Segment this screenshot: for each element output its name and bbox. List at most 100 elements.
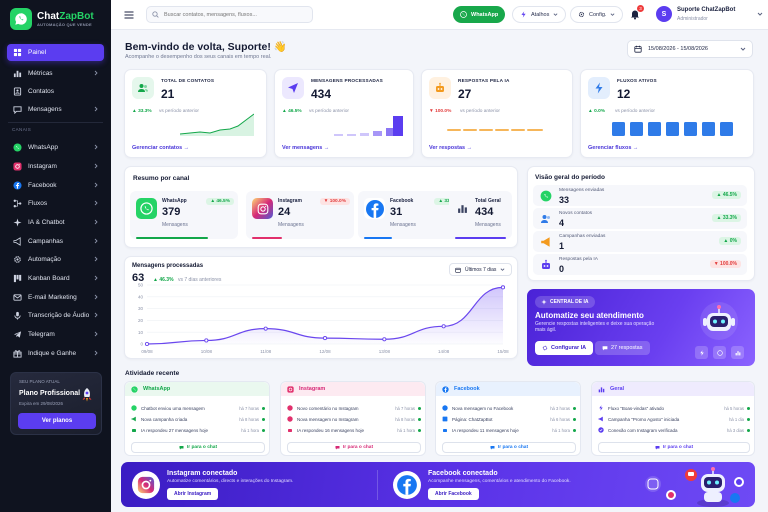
activity-text: IA respondeu 16 mensagens hoje: [297, 427, 365, 433]
activity-row: Fluxo "Boas-vindas" ativado há 5 horas: [598, 404, 750, 412]
view-messages-link[interactable]: Ver mensagens →: [282, 145, 330, 151]
sidebar-item-mensagens[interactable]: Mensagens: [7, 101, 104, 118]
status-dot: [418, 417, 421, 421]
manage-contacts-link[interactable]: Gerenciar contatos →: [132, 145, 190, 151]
sidebar-item-telegram[interactable]: Telegram: [7, 326, 104, 343]
sidebar-item-whatsapp[interactable]: WhatsApp: [7, 139, 104, 156]
chart-point[interactable]: [500, 285, 506, 290]
sidebar-item-fluxos[interactable]: Fluxos: [7, 195, 104, 212]
sidebar-item-automacao[interactable]: Automação: [7, 251, 104, 268]
chevron-down-icon: [553, 13, 558, 16]
shortcuts-button[interactable]: Atalhos: [512, 6, 567, 23]
robot-icon: [542, 259, 550, 269]
sidebar-item-label: Facebook: [28, 182, 57, 189]
chart-point[interactable]: [441, 324, 446, 329]
bell-icon[interactable]: [629, 8, 641, 20]
menu-icon[interactable]: [123, 9, 135, 21]
message-icon: [13, 105, 22, 114]
go-to-chat-button[interactable]: Ir para o chat: [598, 442, 750, 453]
config-button[interactable]: Config.: [570, 6, 624, 23]
activity-card-name: WhatsApp: [143, 386, 171, 392]
chart-point[interactable]: [204, 338, 209, 343]
microphone-icon: [13, 311, 22, 320]
chat-icon: [490, 446, 495, 450]
promo-title: Automatize seu atendimento: [535, 311, 644, 320]
activity-text: Nova mensagem no Instagram: [297, 416, 359, 422]
overview-value: 1: [559, 241, 565, 251]
search-bar[interactable]: [146, 6, 313, 23]
comment-icon: [287, 405, 293, 411]
sparkle-icon: [13, 218, 22, 227]
chart-area-fill: [147, 287, 503, 344]
megaphone-icon: [598, 416, 603, 422]
sidebar-item-instagram[interactable]: Instagram: [7, 158, 104, 175]
sidebar-item-label: Transcrição de Áudio: [28, 312, 90, 319]
status-dot: [573, 417, 576, 421]
channel-value: 31: [390, 206, 403, 218]
chart-point[interactable]: [322, 336, 328, 341]
activity-card-instagram: Instagram Novo comentário no Instagram há…: [280, 381, 426, 456]
activity-row: Chatbot enviou uma mensagem há 7 horas: [131, 404, 265, 412]
go-to-chat-button[interactable]: Ir para o chat: [287, 442, 421, 453]
channel-card-whatsapp[interactable]: WhatsApp 379 Mensagens ▲ 46.5%: [130, 191, 238, 239]
view-plans-button[interactable]: Ver planos: [18, 413, 96, 429]
sidebar-item-painel[interactable]: Painel: [7, 44, 104, 61]
sidebar-item-label: E-mail Marketing: [28, 294, 77, 301]
sidebar-item-contatos[interactable]: Contatos: [7, 83, 104, 100]
go-to-chat-label: Ir para o chat: [497, 445, 529, 450]
sidebar-item-label: Painel: [28, 49, 47, 56]
chart-range-select[interactable]: Últimos 7 dias: [449, 263, 512, 276]
sidebar-item-indique-ganhe[interactable]: Indique e Ganhe: [7, 345, 104, 362]
sidebar-item-kanban[interactable]: Kanban Board: [7, 270, 104, 287]
sidebar-item-label: Indique e Ganhe: [28, 350, 77, 357]
chevron-down-icon[interactable]: [757, 11, 763, 17]
sidebar-item-facebook[interactable]: Facebook: [7, 177, 104, 194]
chart-point[interactable]: [382, 337, 387, 342]
date-range-picker[interactable]: 15/08/2026 - 15/08/2026: [627, 40, 753, 58]
facebook-icon: [442, 405, 448, 411]
chevron-right-icon: [94, 106, 98, 112]
chart-point[interactable]: [263, 326, 268, 331]
go-to-chat-button[interactable]: Ir para o chat: [442, 442, 576, 453]
chat-icon[interactable]: [713, 346, 726, 359]
chart-range-text: Últimos 7 dias: [465, 266, 497, 273]
whatsapp-logo-icon: [10, 8, 32, 30]
brand-tagline: AUTOMAÇÃO QUE VENDE: [37, 22, 92, 27]
ai-central-banner: CENTRAL DE IA Automatize seu atendimento…: [527, 289, 755, 366]
messages-area-chart: 0 10 20 30 40 50 09/08 10/08 11/08 12/08 13/08 14/…: [138, 283, 509, 354]
activity-text: Novo comentário no Instagram: [297, 405, 359, 411]
manage-flows-link[interactable]: Gerenciar fluxos →: [588, 145, 639, 151]
channel-card-facebook[interactable]: Facebook 31 Mensagens ▲ 33.3%: [358, 191, 466, 239]
sidebar-item-email-marketing[interactable]: E-mail Marketing: [7, 289, 104, 306]
stats-icon[interactable]: [731, 346, 744, 359]
chevron-right-icon: [94, 312, 98, 318]
lightning-icon[interactable]: [695, 346, 708, 359]
go-to-chat-button[interactable]: Ir para o chat: [131, 442, 265, 453]
whatsapp-button[interactable]: WhatsApp: [453, 6, 506, 23]
channel-card-instagram[interactable]: Instagram 24 Mensagens ▼ 100.0%: [246, 191, 354, 239]
sidebar-item-ia-chatbot[interactable]: IA & Chatbot: [7, 214, 104, 231]
chart-x-tick-label: 09/08: [141, 349, 153, 354]
chat-icon: [655, 446, 660, 450]
avatar[interactable]: S: [656, 6, 672, 22]
search-input[interactable]: [164, 11, 304, 18]
configure-ai-button[interactable]: Configurar IA: [535, 341, 594, 355]
chart-x-tick-label: 10/08: [201, 349, 213, 354]
chart-point[interactable]: [144, 341, 150, 347]
open-instagram-button[interactable]: Abrir Instagram: [167, 488, 219, 500]
chevron-right-icon: [94, 163, 98, 169]
chevron-right-icon: [94, 200, 98, 206]
sidebar-item-metricas[interactable]: Métricas: [7, 65, 104, 82]
sidebar-item-campanhas[interactable]: Campanhas: [7, 233, 104, 250]
sidebar-item-transcricao[interactable]: Transcrição de Áudio: [7, 307, 104, 324]
brand[interactable]: ChatZapBot AUTOMAÇÃO QUE VENDE: [10, 8, 94, 30]
go-to-chat-label: Ir para o chat: [662, 445, 694, 450]
channel-card-total[interactable]: Total Geral 434 Mensagens: [449, 191, 512, 239]
instagram-connected-desc: Automatize comentários, directs e intera…: [167, 479, 294, 484]
ai-responses-button[interactable]: 27 respostas: [595, 341, 650, 355]
activity-card-whatsapp: WhatsApp Chatbot enviou uma mensagem há 7…: [124, 381, 270, 456]
activity-time: há 1 dia: [729, 416, 744, 422]
view-responses-link[interactable]: Ver respostas →: [429, 145, 473, 151]
page-subtitle: Acompanhe o desempenho dos seus canais e…: [125, 54, 272, 60]
open-facebook-button[interactable]: Abrir Facebook: [428, 488, 479, 500]
